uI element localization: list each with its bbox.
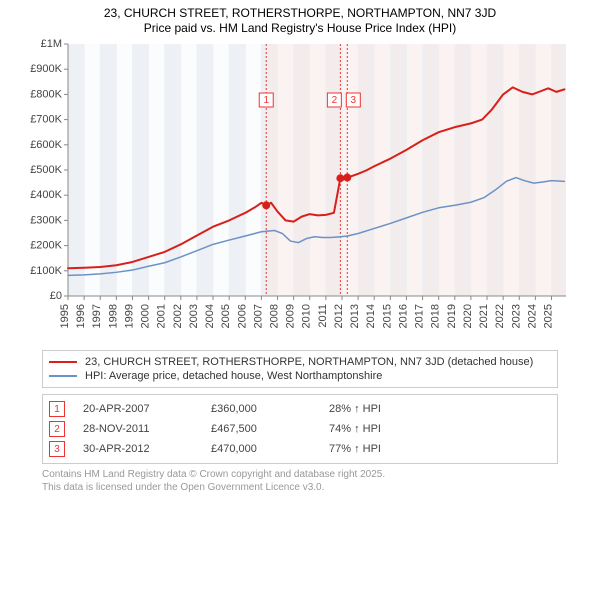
events-table: 1 20-APR-2007 £360,000 28% ↑ HPI 2 28-NOV-201… [42,394,558,464]
event-number-box: 2 [49,421,65,437]
svg-text:2023: 2023 [510,304,522,328]
title-line-1: 23, CHURCH STREET, ROTHERSTHORPE, NORTHA… [10,6,590,21]
legend-item: 23, CHURCH STREET, ROTHERSTHORPE, NORTHA… [49,355,551,369]
svg-text:1997: 1997 [91,304,103,328]
footer-line-2: This data is licensed under the Open Gov… [42,481,558,494]
title-line-2: Price paid vs. HM Land Registry's House … [10,21,590,36]
event-number-box: 1 [49,401,65,417]
event-hpi: 74% ↑ HPI [329,423,551,435]
svg-text:2019: 2019 [446,304,458,328]
legend-item: HPI: Average price, detached house, West… [49,369,551,383]
legend-swatch [49,375,77,377]
svg-text:£200K: £200K [30,240,62,252]
svg-text:£100K: £100K [30,265,62,277]
svg-text:2003: 2003 [188,304,200,328]
line-chart: £0 £100K £200K £300K £400K £500K £600K £700K £80… [20,38,580,348]
svg-text:2010: 2010 [301,304,313,328]
chart-area: £0 £100K £200K £300K £400K £500K £600K £700K £80… [20,38,580,348]
svg-text:2014: 2014 [365,304,377,328]
svg-text:2000: 2000 [140,304,152,328]
svg-text:2017: 2017 [414,304,426,328]
event-number-box: 3 [49,441,65,457]
svg-text:2001: 2001 [156,304,168,328]
svg-text:3: 3 [351,95,357,106]
svg-text:2008: 2008 [269,304,281,328]
svg-text:£900K: £900K [30,63,62,75]
svg-text:2006: 2006 [236,304,248,328]
event-date: 30-APR-2012 [83,443,193,455]
svg-text:2020: 2020 [462,304,474,328]
svg-text:2015: 2015 [381,304,393,328]
svg-text:£1M: £1M [41,38,62,50]
legend-label: HPI: Average price, detached house, West… [85,370,382,382]
event-row: 3 30-APR-2012 £470,000 77% ↑ HPI [49,439,551,459]
svg-text:2011: 2011 [317,304,329,328]
legend: 23, CHURCH STREET, ROTHERSTHORPE, NORTHA… [42,350,558,388]
svg-text:2021: 2021 [478,304,490,328]
svg-text:1999: 1999 [123,304,135,328]
svg-text:£600K: £600K [30,139,62,151]
svg-text:2022: 2022 [494,304,506,328]
event-hpi: 28% ↑ HPI [329,403,551,415]
svg-text:2024: 2024 [526,304,538,328]
legend-label: 23, CHURCH STREET, ROTHERSTHORPE, NORTHA… [85,356,533,368]
svg-text:2002: 2002 [172,304,184,328]
svg-text:2012: 2012 [333,304,345,328]
svg-text:2018: 2018 [430,304,442,328]
svg-text:£800K: £800K [30,88,62,100]
event-row: 1 20-APR-2007 £360,000 28% ↑ HPI [49,399,551,419]
svg-text:2025: 2025 [542,304,554,328]
svg-text:£400K: £400K [30,189,62,201]
svg-text:2004: 2004 [204,304,216,328]
footer-line-1: Contains HM Land Registry data © Crown c… [42,468,558,481]
svg-text:1995: 1995 [59,304,71,328]
svg-text:£0: £0 [50,290,62,302]
chart-title: 23, CHURCH STREET, ROTHERSTHORPE, NORTHA… [10,6,590,36]
event-price: £467,500 [211,423,311,435]
svg-text:2: 2 [332,95,338,106]
svg-text:2007: 2007 [252,304,264,328]
svg-text:£700K: £700K [30,114,62,126]
svg-text:2013: 2013 [349,304,361,328]
footer-attribution: Contains HM Land Registry data © Crown c… [42,468,558,494]
svg-text:£500K: £500K [30,164,62,176]
svg-text:2016: 2016 [397,304,409,328]
event-price: £470,000 [211,443,311,455]
svg-text:£300K: £300K [30,214,62,226]
event-date: 20-APR-2007 [83,403,193,415]
svg-text:1996: 1996 [75,304,87,328]
legend-swatch [49,361,77,363]
svg-text:1998: 1998 [107,304,119,328]
event-row: 2 28-NOV-2011 £467,500 74% ↑ HPI [49,419,551,439]
event-hpi: 77% ↑ HPI [329,443,551,455]
event-date: 28-NOV-2011 [83,423,193,435]
svg-text:2009: 2009 [285,304,297,328]
svg-text:2005: 2005 [220,304,232,328]
event-price: £360,000 [211,403,311,415]
svg-text:1: 1 [263,95,269,106]
